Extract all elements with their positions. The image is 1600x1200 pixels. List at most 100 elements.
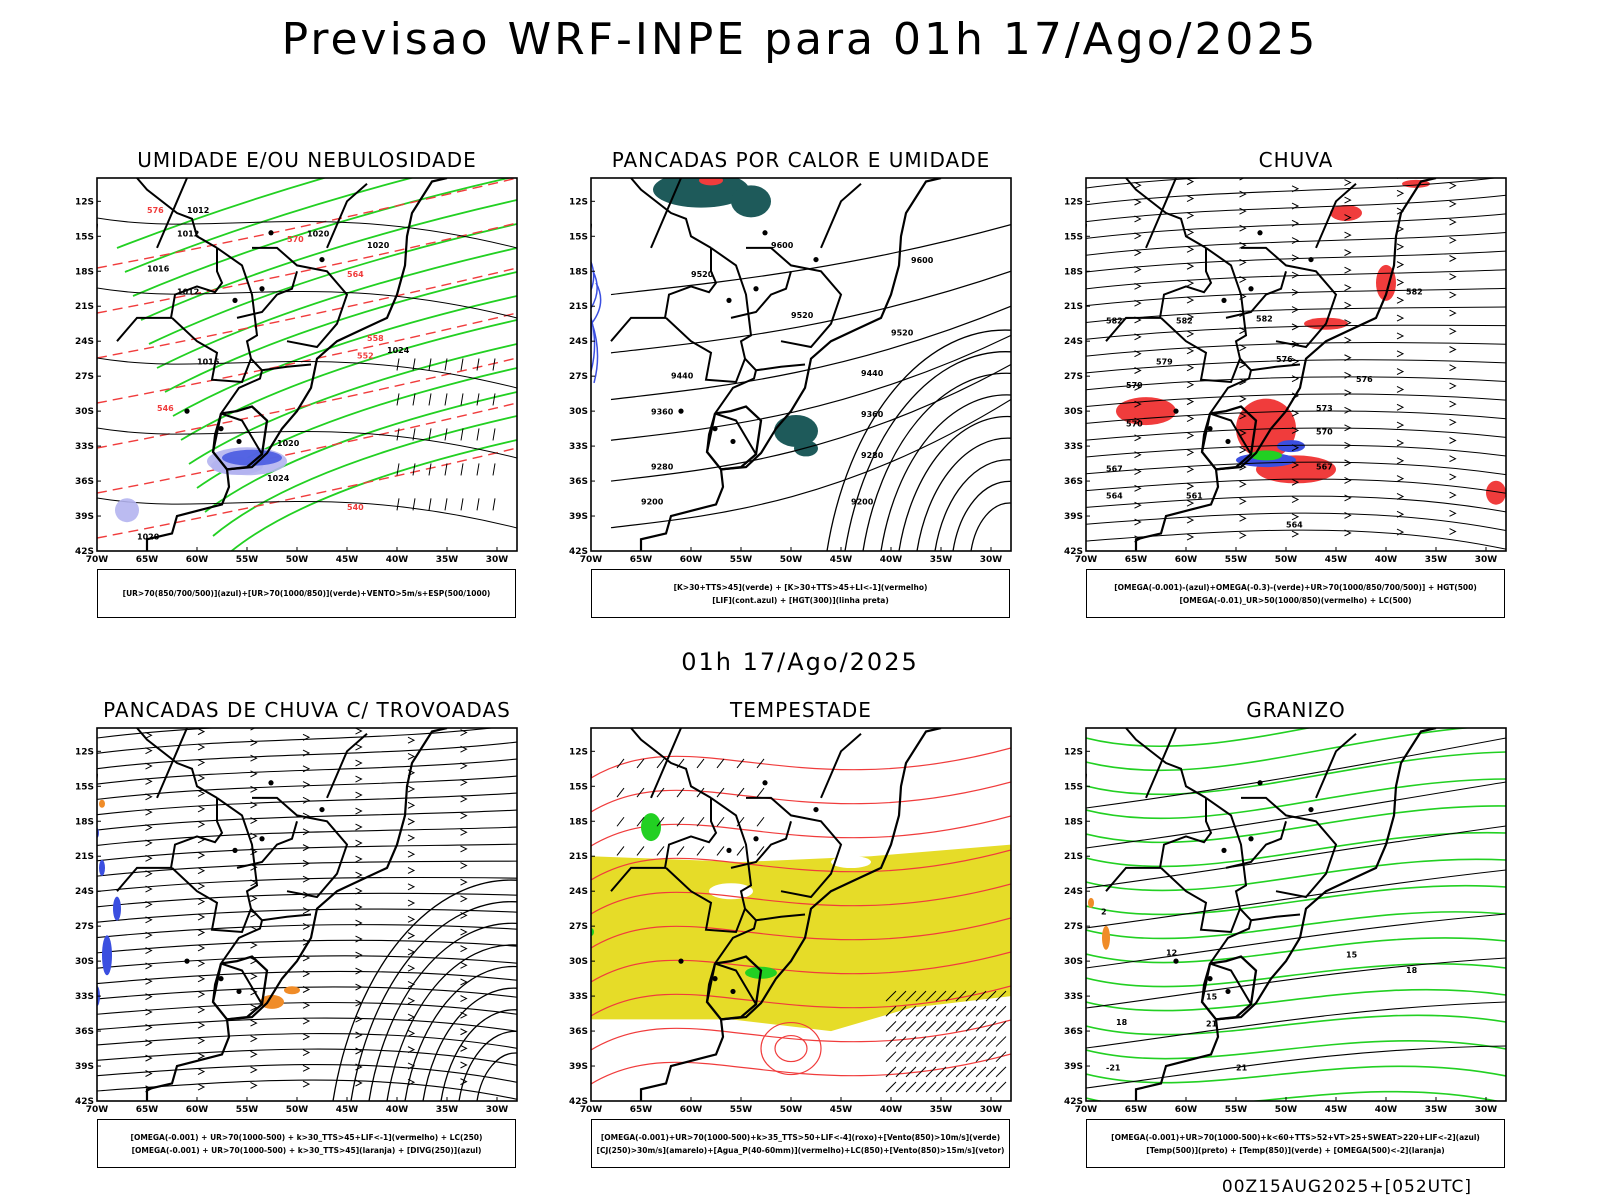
streamline-arrow (1449, 382, 1457, 390)
streamline-arrow (355, 935, 363, 943)
streamline-arrow (1344, 301, 1352, 309)
lake (762, 230, 768, 236)
streamline-arrow (1449, 182, 1457, 190)
streamline-arrow (250, 1050, 258, 1058)
streamline-arrow (145, 900, 153, 908)
streamline-arrow (1291, 478, 1300, 486)
legend-line: [OMEGA(-0.001) + UR>70(1000-500) + k>30_… (130, 1132, 483, 1142)
lake (259, 836, 265, 842)
wind-vector (995, 1005, 1007, 1017)
lake (268, 230, 274, 236)
country-border (136, 728, 218, 799)
wind-vector (975, 1036, 987, 1047)
legend-trovoadas: [OMEGA(-0.001) + UR>70(1000-500) + k>30_… (97, 1119, 516, 1168)
wind-vector (915, 1005, 927, 1017)
contour-label: 540 (347, 503, 364, 512)
wind-vector (915, 1081, 927, 1093)
wind-vector (895, 1005, 907, 1017)
wind-vector (905, 1081, 917, 1093)
lon-tick-label: 65W (136, 1105, 159, 1115)
map-frame (96, 177, 518, 552)
streamline-arrow (1239, 275, 1247, 283)
geography (591, 728, 942, 1101)
lat-tick-label: 30S (1064, 957, 1083, 967)
streamline-arrow (1291, 271, 1300, 279)
thunderstorm-area (284, 986, 300, 995)
wind-vector (905, 1005, 917, 1017)
streamline-arrow (1449, 455, 1457, 463)
streamline-arrow (302, 1033, 311, 1041)
lat-tick-label: 21S (75, 302, 94, 312)
streamline-arrow (197, 1037, 206, 1045)
streamline-arrow (1186, 465, 1195, 473)
streamline-arrow (1134, 181, 1142, 189)
streamline-arrow (1134, 400, 1142, 408)
streamline-arrow (302, 1049, 311, 1057)
wind-vector (965, 1036, 977, 1047)
streamline-arrow (355, 728, 363, 735)
wind-vector (995, 990, 1007, 1002)
wind-vector (636, 846, 645, 856)
lat-tick-label: 42S (75, 547, 94, 557)
precip-water-contour (591, 781, 1011, 813)
lat-tick-label: 42S (569, 547, 588, 557)
streamline-arrow (250, 817, 258, 824)
wind-vector (985, 1021, 997, 1032)
height-contour (610, 305, 1011, 401)
contour-label: 1020 (307, 229, 330, 238)
streamline-arrow (1396, 492, 1405, 500)
streamline-arrow (355, 871, 363, 879)
lon-tick-label: 50W (1275, 1105, 1298, 1115)
streamline-arrow (145, 1039, 153, 1047)
wind-vector (965, 990, 977, 1002)
wind-vector (945, 1021, 957, 1032)
no-jet-area (709, 883, 753, 900)
streamline-arrow (197, 1006, 206, 1014)
streamline-arrow (1134, 434, 1142, 442)
streamline-arrow (197, 990, 206, 998)
panel-title-pancadas-calor: PANCADAS POR CALOR E UMIDADE (611, 148, 991, 172)
streamline (1086, 324, 1506, 340)
wind-vector (995, 1066, 1007, 1078)
legend-granizo: [OMEGA(-0.001)+UR>70(1000-500)+k<60+TTS>… (1086, 1119, 1505, 1168)
streamline (1086, 512, 1506, 532)
valid-time-title: 01h 17/Ago/2025 (681, 648, 919, 676)
lon-tick-label: 70W (86, 555, 109, 565)
streamline-arrow (1449, 364, 1457, 372)
lake (1248, 286, 1254, 292)
streamline-arrow (460, 862, 468, 869)
thickness-contour (97, 402, 517, 494)
streamline-arrow (197, 820, 206, 828)
streamline-arrow (1239, 531, 1247, 539)
streamline (1086, 461, 1506, 476)
legend-line: [CJ(250)>30m/s](amarelo)+[Agua_P(40-60mm… (596, 1145, 1005, 1155)
lake (236, 988, 242, 995)
wind-vector (616, 846, 625, 856)
lat-tick-label: 24S (1064, 887, 1083, 897)
temp850-contour (1086, 911, 1506, 940)
wind-vector (736, 787, 745, 798)
lon-tick-label: 30W (980, 555, 1003, 565)
wind-vector (756, 846, 765, 856)
streamline-arrow (302, 922, 311, 930)
lon-tick-label: 55W (1225, 1105, 1248, 1115)
streamline-arrow (1291, 202, 1300, 210)
streamline-arrow (145, 1070, 153, 1077)
streamline-arrow (1186, 381, 1195, 389)
streamline-arrow (355, 1031, 363, 1039)
streamline-arrow (145, 731, 153, 739)
streamline-arrow (1344, 424, 1352, 432)
lon-tick-label: 50W (286, 555, 309, 565)
temp500-contour (1086, 825, 1506, 889)
wind-vector (955, 1051, 967, 1063)
height-contour (350, 901, 517, 1101)
lat-tick-label: 39S (569, 512, 588, 522)
wind-vector (895, 1021, 907, 1032)
streamline-arrow (302, 1017, 311, 1025)
streamline-arrow (250, 1019, 258, 1027)
legend-chuva: [OMEGA(-0.001)-(azul)+OMEGA(-0.3)-(verde… (1086, 569, 1505, 618)
streamline-arrow (355, 919, 363, 927)
atlantic-coastline (1134, 178, 1437, 551)
temp500-contour (1086, 737, 1506, 809)
contour-label: 564 (1106, 492, 1123, 501)
